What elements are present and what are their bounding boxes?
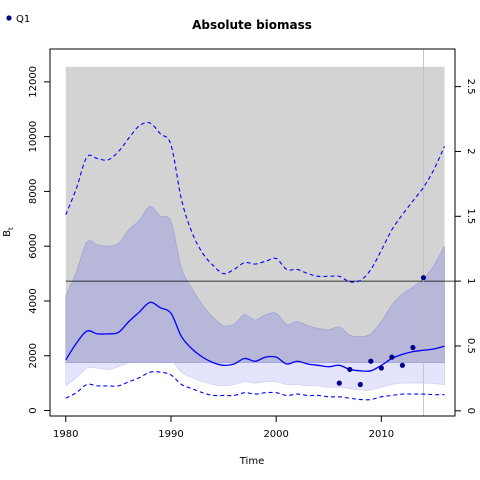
upper-interval-line — [65, 121, 445, 283]
lower-interval-line — [65, 371, 445, 401]
data-point-2014 — [420, 275, 427, 281]
x-tick-label-1990: 1990 — [158, 429, 183, 440]
y2-tick-label-2: 2 — [465, 148, 476, 154]
y-tick-label-12000: 12000 — [28, 66, 39, 98]
chart-title: Absolute biomass — [192, 18, 312, 32]
x-tick-label-1980: 1980 — [53, 429, 78, 440]
data-point-2012 — [399, 362, 406, 368]
y-tick-label-4000: 4000 — [28, 288, 39, 313]
y-tick-label-6000: 6000 — [28, 233, 39, 258]
data-point-2008 — [357, 381, 363, 388]
y2-tick-label-2.5: 2.5 — [465, 79, 476, 95]
legend-marker-q1 — [6, 15, 12, 21]
y2-tick-label-0.5: 0.5 — [465, 338, 476, 354]
svg-text:Bt: Bt — [2, 227, 15, 237]
y2-tick-label-1: 1 — [465, 278, 476, 284]
y2-tick-label-1.5: 1.5 — [465, 208, 476, 224]
plot-content — [65, 49, 455, 416]
x-tick-label-2010: 2010 — [369, 429, 394, 440]
legend-label-q1: Q1 — [16, 14, 30, 25]
data-point-2007 — [347, 366, 353, 373]
axes: 1980 1990 2000 2010020004000600080001000012… — [28, 66, 476, 440]
data-point-2009 — [368, 358, 374, 364]
y-tick-label-8000: 8000 — [28, 179, 39, 204]
y-axis-label-subscript: t — [7, 227, 15, 230]
y-tick-label-0: 0 — [28, 407, 39, 413]
y2-tick-label-0: 0 — [465, 408, 476, 414]
y-axis-label: Bt — [2, 227, 15, 237]
x-tick-label-2000: 2000 — [263, 429, 288, 440]
data-point-2011 — [389, 354, 395, 360]
data-point-2006 — [336, 380, 342, 386]
y-tick-label-2000: 2000 — [28, 343, 39, 368]
x-axis-label: Time — [239, 456, 264, 467]
y-tick-label-10000: 10000 — [28, 121, 39, 153]
plot-frame — [49, 48, 456, 417]
y-axis-label-main: B — [2, 230, 13, 237]
data-point-2010 — [378, 365, 384, 371]
legend: Q1 — [6, 14, 30, 25]
inner-band — [65, 206, 445, 363]
median-line — [65, 301, 445, 372]
data-point-2013 — [410, 344, 416, 351]
